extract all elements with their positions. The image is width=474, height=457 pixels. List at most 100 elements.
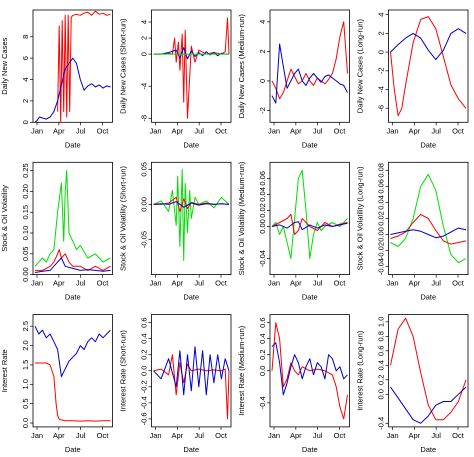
series-line-green xyxy=(153,168,230,262)
x-tick-label: Jul xyxy=(313,126,323,135)
x-axis-title: Date xyxy=(183,140,199,149)
y-axis-title: Daily New Cases (Long-run) xyxy=(356,19,365,114)
plot-frame xyxy=(32,314,113,428)
series-line-red xyxy=(390,213,467,245)
series-line-green xyxy=(271,169,348,260)
y-tick-label: 0.06 xyxy=(258,171,267,186)
series-line-blue xyxy=(34,325,111,378)
x-tick-label: Jul xyxy=(194,279,204,288)
y-axis-title: Stock & Oil Volatility (Short-run) xyxy=(119,165,128,271)
y-tick-label: 0.10 xyxy=(21,226,30,241)
x-tick-label: Apr xyxy=(408,126,420,135)
panel-3-4: Jan Apr Jul Oct -0.4 0.0 0.2 0.4 0.6 0.8 1.0 Date In… xyxy=(356,314,469,454)
y-tick-label: -2 xyxy=(258,107,267,114)
x-axis-title: Date xyxy=(302,445,318,454)
panel-3-3: Jan Apr Jul Oct -0.4 0.0 0.2 0.4 0.6 Date Interest… xyxy=(237,314,350,454)
x-tick-label: Oct xyxy=(334,431,347,440)
y-tick-label: -0.4 xyxy=(140,396,149,409)
series-line-green xyxy=(34,170,111,267)
series-line-blue xyxy=(390,227,467,239)
series-line-red xyxy=(390,16,467,117)
x-tick-label: Jan xyxy=(149,279,161,288)
y-axis-title: Daily New Cases (Short-run) xyxy=(119,18,128,114)
y-tick-label: 0.4 xyxy=(140,333,149,343)
x-tick-label: Apr xyxy=(408,279,420,288)
y-tick-label: 0.00 xyxy=(21,267,30,282)
y-tick-label: 0.06 xyxy=(377,179,386,194)
x-tick-label: Jul xyxy=(313,279,323,288)
series-line-blue xyxy=(34,57,111,123)
x-axis-title: Date xyxy=(420,445,436,454)
x-tick-label: Jan xyxy=(386,431,398,440)
x-axis-title: Date xyxy=(183,445,199,454)
y-axis-title: Interest Rate (Medium-run) xyxy=(237,325,246,416)
x-tick-label: Jul xyxy=(194,431,204,440)
x-tick-label: Apr xyxy=(171,279,183,288)
x-tick-label: Oct xyxy=(452,126,465,135)
x-tick-label: Jul xyxy=(431,279,441,288)
y-tick-label: 0.6 xyxy=(140,317,149,327)
panel-2-2: Jan Apr Jul Oct -0.05 0.00 0.05 Date Stock & Oil… xyxy=(119,161,232,302)
y-tick-label: 0.02 xyxy=(258,203,267,218)
x-axis-title: Date xyxy=(65,140,81,149)
panel-3-2: Jan Apr Jul Oct -0.6 -0.4 -0.2 0.0 0.2 0.4 0.6 Date… xyxy=(119,314,232,454)
y-tick-label: 8 xyxy=(21,35,30,39)
series-line-red xyxy=(35,362,111,422)
y-tick-label: 2.0 xyxy=(21,340,30,350)
y-tick-label: -2 xyxy=(377,67,386,74)
plot-frame xyxy=(269,161,350,276)
y-axis-title: Interest Rate (Long-run) xyxy=(356,330,365,411)
y-tick-label: 0.20 xyxy=(21,184,30,199)
y-tick-label: 0.8 xyxy=(377,331,386,341)
y-tick-label: 0.2 xyxy=(377,375,386,385)
y-tick-label: 0.00 xyxy=(140,197,149,212)
y-tick-label: 4 xyxy=(140,20,149,24)
series-line-blue xyxy=(271,43,348,104)
x-axis-title: Date xyxy=(420,140,436,149)
plot-frame xyxy=(388,314,469,428)
x-tick-label: Jul xyxy=(431,431,441,440)
y-tick-label: 1.5 xyxy=(21,360,30,370)
y-tick-label: 4 xyxy=(258,20,267,24)
y-tick-label: 1.0 xyxy=(21,379,30,389)
series-line-red xyxy=(57,10,111,123)
panel-2-3: Jan Apr Jul Oct -0.04 0.000.020.040.06 Date Sto… xyxy=(237,161,350,302)
y-tick-label: 1.0 xyxy=(377,317,386,327)
x-tick-label: Oct xyxy=(215,431,228,440)
x-tick-label: Apr xyxy=(290,126,302,135)
x-tick-label: Oct xyxy=(452,279,465,288)
series-line-red xyxy=(35,249,111,271)
panel-1-4: Jan Apr Jul Oct -6 -4 -2 0 2 4 Date Daily New Cases… xyxy=(356,9,469,149)
y-tick-label: -0.05 xyxy=(140,231,149,248)
plot-frame xyxy=(269,9,350,123)
x-tick-label: Oct xyxy=(97,126,110,135)
series-line-green xyxy=(390,173,467,264)
y-tick-label: -0.04 xyxy=(258,250,267,267)
x-tick-label: Jan xyxy=(386,279,398,288)
x-tick-label: Apr xyxy=(171,126,183,135)
y-tick-label: -8 xyxy=(140,115,149,122)
y-tick-label: 0.2 xyxy=(258,349,267,359)
x-tick-label: Apr xyxy=(290,279,302,288)
y-tick-label: 2 xyxy=(258,49,267,53)
series-line-blue xyxy=(271,342,348,396)
y-tick-label: 0.4 xyxy=(258,333,267,343)
y-tick-label: 0 xyxy=(21,120,30,124)
x-tick-label: Oct xyxy=(97,431,110,440)
x-axis-title: Date xyxy=(420,293,436,302)
y-tick-label: 0.04 xyxy=(377,195,386,210)
x-tick-label: Apr xyxy=(408,431,420,440)
x-tick-label: Apr xyxy=(53,126,65,135)
y-tick-label: 0.0 xyxy=(377,389,386,399)
x-tick-label: Jul xyxy=(76,126,86,135)
y-tick-label: 2 xyxy=(377,31,386,35)
y-tick-label: 0.05 xyxy=(21,246,30,261)
x-tick-label: Oct xyxy=(452,431,465,440)
x-axis-title: Date xyxy=(183,293,199,302)
y-tick-label: -0.6 xyxy=(140,412,149,425)
y-tick-label: 0.4 xyxy=(377,360,386,370)
plot-frame xyxy=(151,9,232,123)
x-tick-label: Apr xyxy=(53,431,65,440)
x-tick-label: Jul xyxy=(76,279,86,288)
series-line-red xyxy=(390,317,467,421)
